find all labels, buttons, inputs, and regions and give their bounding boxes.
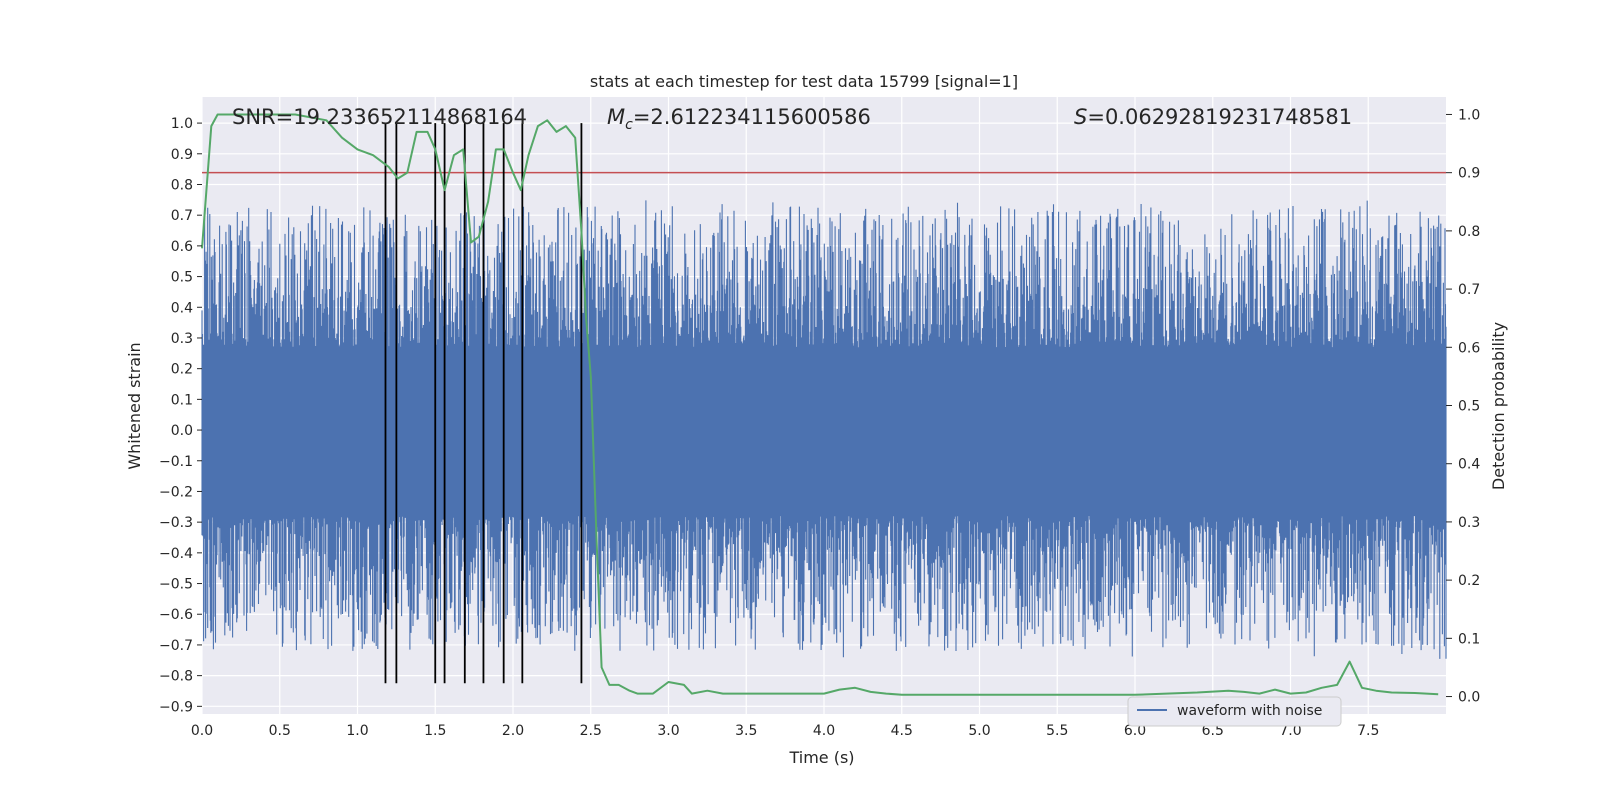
x-tick-label: 4.5	[891, 723, 913, 739]
legend-label: waveform with noise	[1177, 703, 1322, 719]
x-tick-label: 6.5	[1202, 723, 1224, 739]
y-tick-label-right: 0.7	[1458, 282, 1480, 298]
y-tick-label-left: 0.3	[171, 331, 193, 347]
y-tick-label-left: 0.4	[171, 300, 193, 316]
x-tick-label: 0.5	[269, 723, 291, 739]
y-tick-label-right: 0.9	[1458, 166, 1480, 182]
y-tick-label-left: 0.2	[171, 362, 193, 378]
y-tick-label-left: −0.2	[159, 484, 193, 500]
x-tick-label: 3.0	[657, 723, 679, 739]
waveform-trace	[201, 200, 1447, 659]
y-tick-label-left: −0.3	[159, 515, 193, 531]
y-tick-label-left: −0.8	[159, 669, 193, 685]
y-tick-label-left: 0.8	[171, 177, 193, 193]
y-tick-label-right: 0.2	[1458, 573, 1480, 589]
mc-symbol: M	[607, 105, 625, 129]
chart-title: stats at each timestep for test data 157…	[590, 72, 1018, 91]
y-tick-label-left: 0.1	[171, 392, 193, 408]
y-tick-label-right: 0.8	[1458, 224, 1480, 240]
x-tick-label: 7.0	[1279, 723, 1301, 739]
y-tick-label-right: 1.0	[1458, 107, 1480, 123]
y-tick-label-left: 0.7	[171, 208, 193, 224]
s-annotation: S=0.06292819231748581	[1074, 105, 1352, 129]
y-tick-label-right: 0.0	[1458, 690, 1480, 706]
y-tick-label-left: −0.6	[159, 607, 193, 623]
y-tick-label-left: −0.4	[159, 546, 193, 562]
mc-subscript: c	[625, 117, 633, 133]
mc-annotation: Mc=2.612234115600586	[607, 105, 871, 133]
y-tick-label-left: 0.9	[171, 147, 193, 163]
x-tick-label: 6.0	[1124, 723, 1146, 739]
mc-value: =2.612234115600586	[633, 105, 871, 129]
y-axis-label-right: Detection probability	[1489, 322, 1508, 490]
s-symbol: S	[1074, 105, 1087, 129]
marker-lines	[384, 123, 583, 684]
y-tick-label-left: 1.0	[171, 116, 193, 132]
y-tick-label-left: −0.7	[159, 638, 193, 654]
s-value: =0.06292819231748581	[1087, 105, 1352, 129]
probability-series	[201, 113, 1439, 696]
x-tick-label: 0.0	[191, 723, 213, 739]
waveform-series	[201, 200, 1447, 659]
x-tick-label: 5.0	[968, 723, 990, 739]
y-tick-label-right: 0.1	[1458, 631, 1480, 647]
x-tick-label: 2.0	[502, 723, 524, 739]
y-tick-label-left: 0.5	[171, 270, 193, 286]
y-tick-label-left: −0.5	[159, 577, 193, 593]
y-tick-label-left: −0.9	[159, 699, 193, 715]
y-tick-label-left: −0.1	[159, 454, 193, 470]
x-tick-label: 1.0	[346, 723, 368, 739]
legend: waveform with noise	[1127, 696, 1342, 727]
snr-annotation: SNR=19.233652114868164	[232, 105, 527, 129]
probability-line	[201, 113, 1439, 696]
x-tick-label: 7.5	[1357, 723, 1379, 739]
x-tick-label: 4.0	[813, 723, 835, 739]
y-axis-label-left: Whitened strain	[125, 342, 144, 469]
x-tick-label: 3.5	[735, 723, 757, 739]
y-tick-label-right: 0.6	[1458, 340, 1480, 356]
x-axis-label: Time (s)	[788, 748, 854, 767]
y-tick-label-right: 0.3	[1458, 515, 1480, 531]
y-tick-label-left: 0.6	[171, 239, 193, 255]
y-tick-label-right: 0.4	[1458, 457, 1480, 473]
axes: 0.0 0.5 1.0 1.5 2.0 2.5 3.0 3.5 4.0 4.5 5.0 5.5 6.0 6…	[159, 107, 1480, 739]
y-tick-label-left: 0.0	[171, 423, 193, 439]
y-tick-label-right: 0.5	[1458, 399, 1480, 415]
legend-box	[1127, 696, 1342, 727]
x-tick-label: 2.5	[580, 723, 602, 739]
x-tick-label: 1.5	[424, 723, 446, 739]
x-tick-label: 5.5	[1046, 723, 1068, 739]
